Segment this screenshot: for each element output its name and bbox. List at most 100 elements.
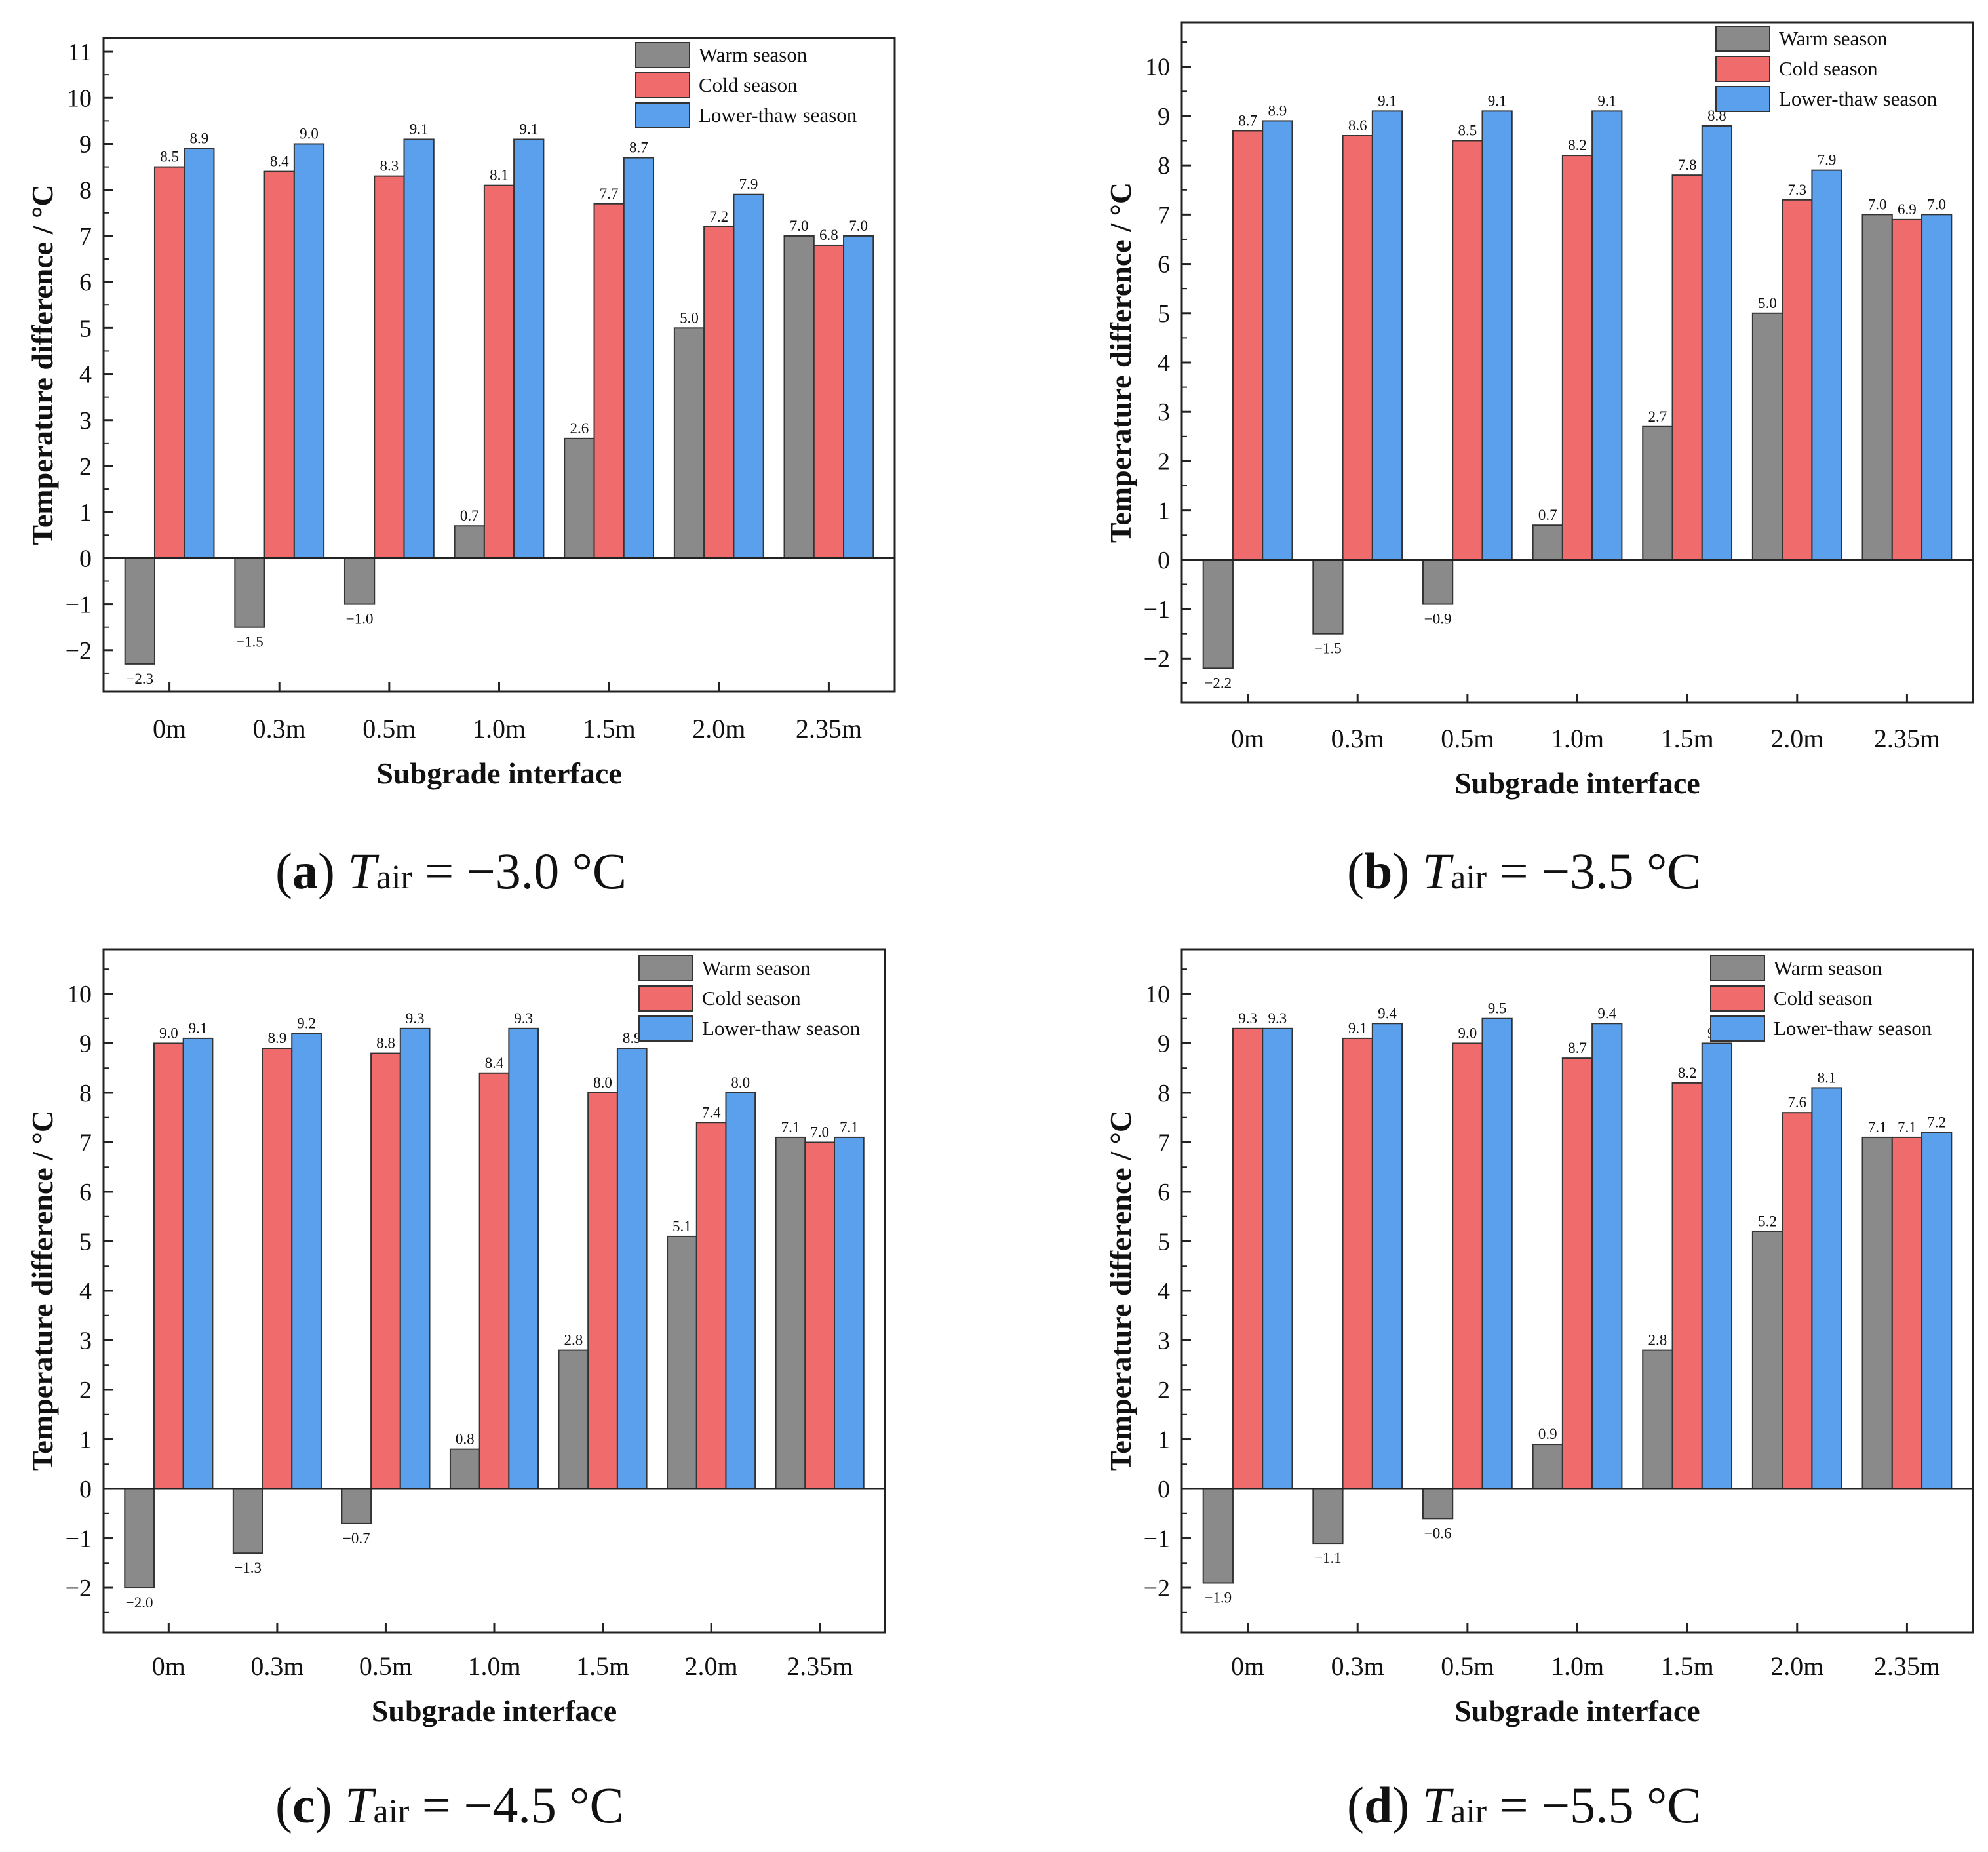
caption-value: −3.0 °C bbox=[466, 842, 627, 899]
data-label: 8.2 bbox=[1568, 137, 1587, 153]
caption-equals: = bbox=[1487, 842, 1542, 899]
x-tick-label: 0m bbox=[1231, 724, 1264, 753]
x-axis-title: Subgrade interface bbox=[1454, 766, 1700, 800]
bar bbox=[1642, 425, 1673, 561]
chart-panel-c: −2 −1 0 1 2 3 4 5 6 7 8 9 10 −2.0 9.0 9.1 0m −1.3 8.9 9.2 0.… bbox=[26, 948, 886, 1727]
data-label: 7.9 bbox=[739, 176, 758, 193]
bar bbox=[341, 1488, 372, 1524]
y-tick-label: 2 bbox=[79, 1377, 92, 1404]
bar bbox=[564, 437, 595, 559]
bar bbox=[1921, 214, 1953, 561]
data-label: 8.7 bbox=[629, 140, 648, 156]
data-label: 9.2 bbox=[297, 1015, 316, 1031]
data-label: 5.0 bbox=[1758, 295, 1777, 311]
caption-subscript: air bbox=[1451, 859, 1487, 896]
bar bbox=[1891, 1136, 1923, 1490]
bar bbox=[263, 170, 295, 559]
legend-swatch bbox=[1715, 86, 1770, 112]
bar bbox=[124, 557, 155, 665]
data-label: 0.7 bbox=[1538, 507, 1557, 523]
x-tick-label: 0.5m bbox=[359, 1651, 412, 1681]
y-tick-label: 4 bbox=[79, 1278, 92, 1305]
data-label: 9.0 bbox=[1458, 1025, 1477, 1041]
data-label: 8.1 bbox=[490, 167, 509, 184]
data-label: 9.1 bbox=[1348, 1020, 1367, 1036]
y-tick-label: −2 bbox=[1144, 1575, 1170, 1602]
bar bbox=[1262, 120, 1293, 561]
x-tick-label: 2.35m bbox=[787, 1651, 853, 1681]
y-tick-label: 5 bbox=[79, 315, 92, 342]
bar bbox=[449, 1448, 480, 1490]
x-tick-label: 1.0m bbox=[467, 1651, 520, 1681]
caption-value: −5.5 °C bbox=[1541, 1777, 1702, 1834]
bar bbox=[508, 1027, 539, 1490]
legend: Warm season Cold season Lower-thaw season bbox=[1715, 26, 1938, 112]
x-tick-label: 2.0m bbox=[1770, 1651, 1823, 1681]
y-tick-label: 9 bbox=[79, 1030, 92, 1057]
data-label: 9.1 bbox=[1488, 92, 1507, 109]
legend-swatch bbox=[1710, 1015, 1765, 1042]
data-label: 9.3 bbox=[514, 1010, 533, 1027]
legend-swatch bbox=[635, 102, 690, 128]
legend-swatch bbox=[635, 42, 690, 68]
data-label: −1.5 bbox=[1314, 640, 1342, 657]
data-label: 7.2 bbox=[1927, 1114, 1946, 1130]
bar bbox=[1751, 1231, 1783, 1490]
bar bbox=[1811, 1087, 1842, 1490]
data-label: −1.1 bbox=[1314, 1550, 1342, 1566]
bar bbox=[667, 1235, 697, 1490]
x-tick-label: 1.0m bbox=[1551, 1651, 1604, 1681]
bar bbox=[343, 557, 376, 605]
bar bbox=[1671, 1082, 1703, 1490]
data-label: 7.0 bbox=[849, 218, 868, 234]
bar bbox=[783, 235, 815, 559]
data-label: 2.7 bbox=[1648, 408, 1667, 425]
x-tick-label: 0m bbox=[1231, 1651, 1264, 1681]
bar bbox=[1422, 559, 1454, 605]
caption-equals: = bbox=[412, 842, 467, 899]
data-label: 8.0 bbox=[593, 1074, 612, 1091]
y-tick-label: 1 bbox=[1158, 498, 1170, 525]
data-label: 6.9 bbox=[1898, 201, 1917, 218]
data-label: 8.3 bbox=[380, 158, 399, 174]
legend-label: Warm season bbox=[1774, 956, 1882, 979]
data-label: 8.4 bbox=[485, 1055, 504, 1071]
y-tick-label: 9 bbox=[79, 130, 92, 158]
y-tick-label: 7 bbox=[79, 1129, 92, 1156]
bar bbox=[1591, 1023, 1623, 1490]
bar bbox=[587, 1092, 618, 1490]
legend-swatch bbox=[638, 985, 693, 1012]
y-tick-label: 5 bbox=[79, 1228, 92, 1255]
y-tick-label: 6 bbox=[79, 1179, 92, 1206]
bar bbox=[1422, 1488, 1454, 1520]
data-label: 9.4 bbox=[1597, 1005, 1616, 1021]
caption-panel-d: (d) Tair = −5.5 °C bbox=[1347, 1777, 1702, 1834]
bar bbox=[1591, 110, 1623, 561]
y-tick-label: 8 bbox=[79, 177, 92, 205]
y-tick-label: 2 bbox=[79, 453, 92, 481]
data-label: 7.0 bbox=[810, 1124, 829, 1140]
data-label: 8.6 bbox=[1348, 117, 1367, 134]
x-tick-label: 2.35m bbox=[1874, 1651, 1940, 1681]
x-tick-label: 0.5m bbox=[362, 714, 416, 743]
legend-label: Cold season bbox=[702, 987, 801, 1010]
bar bbox=[593, 203, 625, 559]
x-tick-label: 2.0m bbox=[685, 1651, 738, 1681]
data-label: 0.9 bbox=[1538, 1426, 1557, 1442]
bar bbox=[1232, 130, 1264, 561]
bar bbox=[1751, 312, 1783, 561]
caption-letter: b bbox=[1363, 842, 1393, 899]
data-label: −0.9 bbox=[1424, 611, 1452, 627]
x-tick-label: 1.0m bbox=[1551, 724, 1604, 753]
bar bbox=[1561, 155, 1593, 561]
data-label: −2.3 bbox=[126, 671, 153, 687]
y-tick-label: 10 bbox=[1145, 54, 1170, 81]
data-label: 8.8 bbox=[376, 1035, 395, 1052]
data-label: 0.7 bbox=[460, 507, 479, 524]
bar bbox=[1342, 135, 1373, 561]
bar bbox=[1342, 1037, 1373, 1490]
caption-letter: c bbox=[292, 1777, 315, 1834]
x-tick-label: 2.35m bbox=[1874, 724, 1940, 753]
legend-label: Lower-thaw season bbox=[1774, 1017, 1932, 1040]
data-label: 7.7 bbox=[600, 186, 619, 202]
